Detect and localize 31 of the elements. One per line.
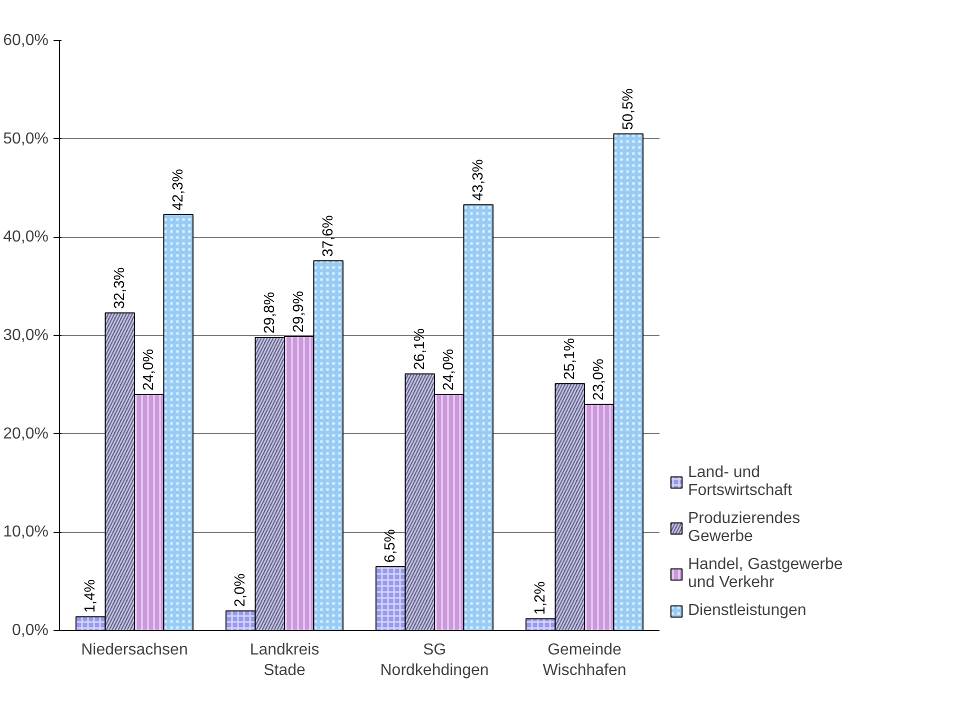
data-label: 29,9% [291,290,308,332]
data-label: 42,3% [170,168,186,211]
x-tick-label: Landkreis Stade [250,642,320,679]
y-tick-label: 0,0% [12,622,48,639]
legend-label: Handel, Gastgewerbe und Verkehr [688,556,843,592]
y-tick-label: 50,0% [3,130,49,148]
x-tick-label: SG Nordkehdingen [380,642,489,679]
data-label: 29,8% [262,292,278,334]
data-label: 25,1% [562,338,578,380]
data-label: 1,4% [82,579,99,613]
data-label: 43,3% [470,159,486,201]
data-label: 24,0% [441,348,458,390]
y-tick-label: 40,0% [3,228,49,246]
data-label: 37,6% [320,215,336,257]
data-label: 26,1% [412,328,428,370]
data-label: 23,0% [591,358,608,400]
data-label: 32,3% [112,267,128,309]
y-tick-label: 10,0% [3,524,49,541]
data-label: 2,0% [232,573,249,607]
y-tick-label: 20,0% [3,425,49,442]
legend-label: Produzierendes Gewerbe [688,510,800,546]
data-label: 6,5% [382,529,399,563]
legend-label: Land- und Fortswirtschaft [688,464,792,500]
x-tick-label: Niedersachsen [81,642,188,658]
legend-label: Dienstleistungen [688,602,806,620]
data-label: 50,5% [620,88,636,130]
x-tick-label: Gemeinde Wischhafen [542,642,626,679]
data-label: 24,0% [141,348,158,390]
y-tick-label: 30,0% [3,327,49,344]
data-label: 1,2% [532,581,549,615]
y-tick-label: 60,0% [3,32,49,49]
